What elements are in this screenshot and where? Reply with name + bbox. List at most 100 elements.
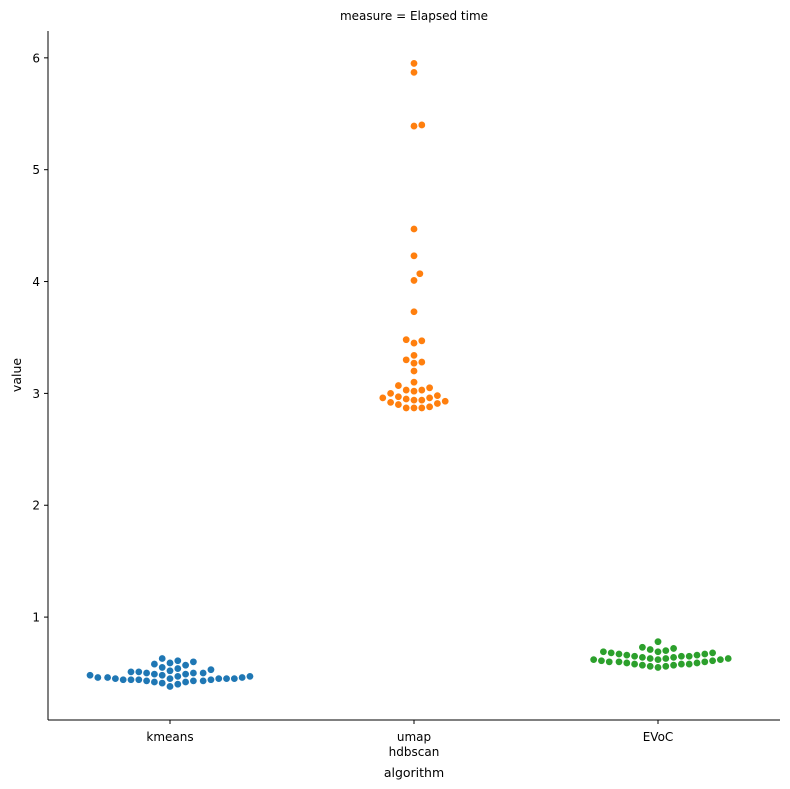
data-point [661, 654, 670, 663]
data-point [189, 676, 198, 685]
data-point [614, 650, 623, 659]
data-point [409, 224, 418, 233]
x-tick-label: umap hdbscan [389, 730, 440, 759]
data-point [127, 675, 136, 684]
y-tick-label: 2 [32, 499, 40, 513]
data-point [669, 653, 678, 662]
data-point [150, 677, 159, 686]
data-point [181, 677, 190, 686]
data-point [589, 655, 598, 664]
data-point [417, 386, 426, 395]
x-axis-label: algorithm [384, 765, 444, 780]
data-point [166, 658, 175, 667]
data-point [716, 655, 725, 664]
data-point [653, 655, 662, 664]
data-point [166, 674, 175, 683]
data-points [86, 59, 733, 691]
data-point [669, 644, 678, 653]
data-point [638, 661, 647, 670]
data-point [127, 667, 136, 676]
data-point [685, 652, 694, 661]
data-point [150, 670, 159, 679]
data-point [417, 120, 426, 129]
x-ticks: kmeans umap hdbscan EVoC [146, 720, 673, 759]
y-axis-label: value [9, 358, 24, 392]
data-point [206, 675, 215, 684]
data-point [607, 648, 616, 657]
data-point [653, 663, 662, 672]
data-point [646, 645, 655, 654]
y-tick-label: 3 [32, 387, 40, 401]
data-point [646, 662, 655, 671]
data-point [692, 658, 701, 667]
data-point [402, 403, 411, 412]
data-point [425, 393, 434, 402]
data-point [173, 672, 182, 681]
data-point [222, 674, 231, 683]
data-point [409, 403, 418, 412]
data-point [173, 680, 182, 689]
data-point [409, 359, 418, 368]
data-point [661, 646, 670, 655]
data-point [417, 403, 426, 412]
data-point [409, 396, 418, 405]
data-point [425, 383, 434, 392]
data-point [409, 251, 418, 260]
data-point [417, 358, 426, 367]
data-point [214, 674, 223, 683]
y-tick-label: 1 [32, 611, 40, 625]
data-point [206, 665, 215, 674]
data-point [409, 68, 418, 77]
data-point [386, 398, 395, 407]
x-tick-label: kmeans [146, 730, 193, 744]
data-point [150, 660, 159, 669]
data-point [181, 670, 190, 679]
data-point [685, 660, 694, 669]
data-point [378, 393, 387, 402]
data-point [238, 673, 247, 682]
data-point [638, 643, 647, 652]
chart-title: measure = Elapsed time [340, 9, 488, 23]
data-point [386, 389, 395, 398]
data-point [402, 386, 411, 395]
data-point [134, 675, 143, 684]
y-tick-label: 4 [32, 275, 40, 289]
data-point [700, 657, 709, 666]
data-point [86, 671, 95, 680]
data-point [394, 381, 403, 390]
data-point [653, 637, 662, 646]
data-point [622, 651, 631, 660]
data-point [158, 654, 167, 663]
data-point [630, 652, 639, 661]
data-point [93, 673, 102, 682]
data-point [409, 276, 418, 285]
data-point [417, 396, 426, 405]
data-point [394, 392, 403, 401]
data-point [111, 674, 120, 683]
data-point [415, 269, 424, 278]
y-ticks: 1 2 3 4 5 6 [32, 51, 48, 625]
data-point [402, 394, 411, 403]
data-point [653, 647, 662, 656]
data-point [189, 669, 198, 678]
data-point [638, 653, 647, 662]
data-point [402, 355, 411, 364]
data-point [166, 682, 175, 691]
data-point [646, 654, 655, 663]
data-point [199, 669, 208, 678]
data-point [692, 651, 701, 660]
data-point [630, 660, 639, 669]
data-point [700, 650, 709, 659]
data-point [724, 654, 733, 663]
data-point [708, 648, 717, 657]
data-point [230, 674, 239, 683]
data-point [189, 657, 198, 666]
data-point [409, 59, 418, 68]
data-point [394, 400, 403, 409]
y-tick-label: 6 [32, 51, 40, 65]
data-point [134, 667, 143, 676]
data-point [614, 657, 623, 666]
data-point [708, 656, 717, 665]
data-point [409, 307, 418, 316]
